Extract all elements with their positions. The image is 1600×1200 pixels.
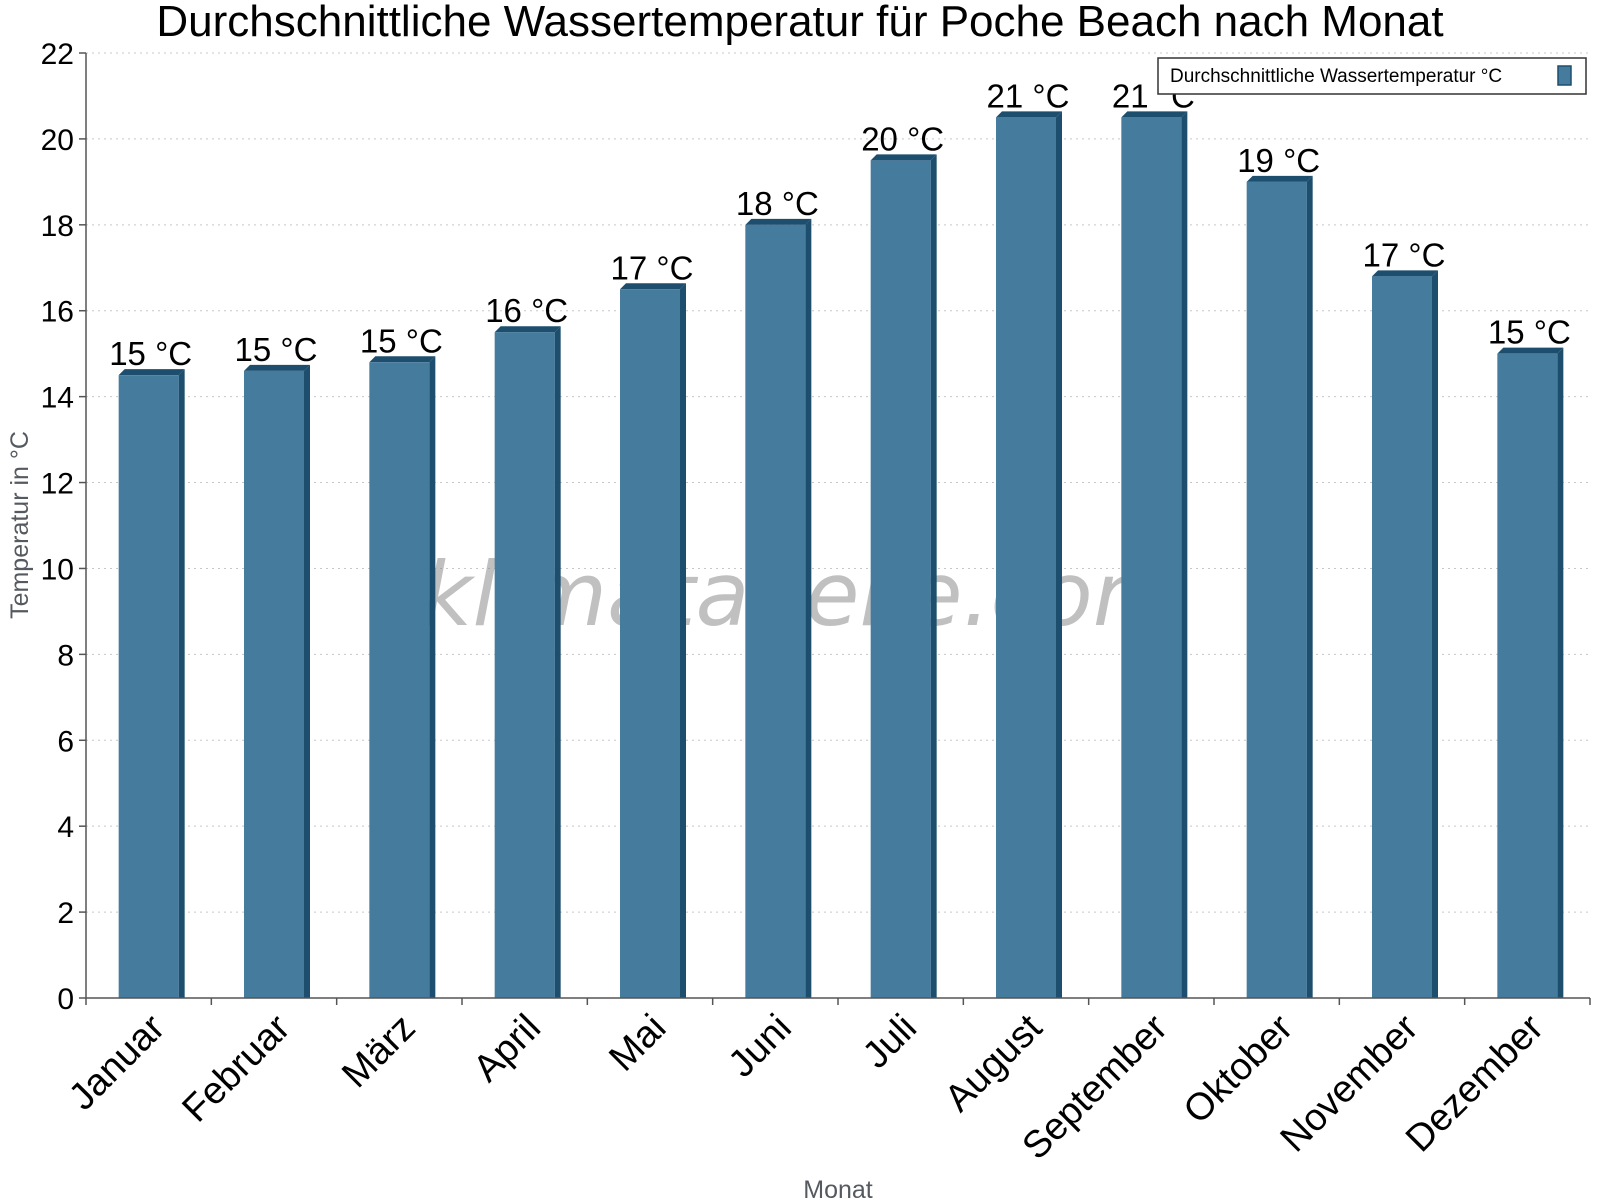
bar-front	[1246, 181, 1307, 998]
bar-front	[996, 117, 1056, 998]
y-tick-label: 18	[41, 210, 74, 243]
bar-front	[244, 370, 304, 998]
data-label: 21 °C	[987, 77, 1070, 114]
bar-side	[1181, 111, 1188, 998]
bar-oktober	[1246, 175, 1313, 998]
legend-entry-label: Durchschnittliche Wassertemperatur °C	[1170, 66, 1502, 87]
data-label: 17 °C	[1363, 236, 1446, 273]
y-tick-label: 20	[41, 124, 74, 157]
y-tick-label: 22	[41, 38, 74, 71]
x-tick-label: März	[334, 1007, 423, 1096]
y-tick-label: 14	[41, 382, 74, 415]
bar-märz	[369, 356, 436, 999]
bar-april	[494, 326, 561, 998]
bar-side	[680, 283, 686, 998]
bar-top	[1246, 175, 1313, 182]
bar-side	[1306, 175, 1313, 998]
bar-juli	[870, 154, 937, 999]
legend-swatch	[1557, 65, 1572, 86]
axes	[85, 53, 1590, 999]
bar-dezember	[1497, 347, 1564, 998]
x-tick-label: August	[937, 1006, 1051, 1120]
data-label: 16 °C	[485, 292, 568, 329]
y-axis-title: Temperatur in °C	[6, 431, 34, 619]
data-label: 15 °C	[1488, 314, 1571, 351]
y-tick-label: 8	[57, 639, 74, 672]
data-label: 18 °C	[736, 185, 819, 222]
x-axis-ticks: Januar Februar März April Mai Juni Juli AugustS…	[61, 998, 1591, 1168]
bar-januar	[118, 369, 185, 999]
bar-mai	[620, 283, 686, 998]
bar-side	[304, 364, 310, 998]
bar-side	[178, 369, 185, 999]
x-tick-label: Juni	[721, 1007, 800, 1086]
y-tick-label: 6	[57, 725, 74, 758]
y-tick-label: 2	[57, 897, 74, 930]
x-tick-label: Februar	[175, 1006, 299, 1130]
bar-side	[930, 154, 937, 999]
bar-top	[620, 283, 686, 290]
x-tick-label: Mai	[601, 1007, 674, 1080]
bar-side	[1432, 270, 1438, 998]
bar-september	[1121, 111, 1188, 998]
bar-juni	[745, 218, 812, 998]
data-label: 17 °C	[611, 249, 694, 286]
bar-side	[554, 326, 561, 998]
bar-front	[118, 375, 179, 999]
bar-top	[369, 356, 436, 363]
bar-top	[996, 111, 1062, 118]
data-label: 15 °C	[360, 322, 443, 359]
bar-side	[1557, 347, 1564, 998]
bar-top	[244, 364, 310, 371]
bar-series	[118, 111, 1564, 999]
bar-november	[1372, 270, 1438, 998]
bar-august	[996, 111, 1062, 998]
bar-front	[1372, 276, 1432, 998]
y-tick-label: 4	[57, 811, 74, 844]
bar-front	[369, 362, 430, 999]
bar-front	[494, 332, 555, 998]
x-axis-title: Monat	[803, 1176, 873, 1200]
x-tick-label: April	[466, 1007, 549, 1090]
bar-front	[1121, 117, 1182, 998]
y-tick-label: 12	[41, 468, 74, 501]
data-label: 15 °C	[109, 335, 192, 372]
x-tick-label: Oktober	[1176, 1006, 1302, 1132]
data-label: 19 °C	[1237, 142, 1320, 179]
bar-top	[118, 369, 185, 376]
legend: Durchschnittliche Wassertemperatur °C	[1157, 57, 1587, 95]
data-label: 20 °C	[861, 120, 944, 157]
bar-top	[1121, 111, 1188, 118]
bar-februar	[244, 364, 310, 998]
bar-top	[494, 326, 561, 333]
bar-front	[1497, 353, 1558, 998]
x-tick-label: Dezember	[1398, 1006, 1552, 1160]
bar-top	[1497, 347, 1564, 354]
bar-front	[870, 160, 931, 999]
chart-title: Durchschnittliche Wassertemperatur für P…	[156, 0, 1443, 46]
data-label: 15 °C	[235, 331, 318, 368]
y-tick-label: 10	[41, 553, 74, 586]
bar-top	[745, 218, 812, 225]
bar-side	[805, 218, 812, 998]
bar-side	[1056, 111, 1062, 998]
x-tick-label: Juli	[855, 1007, 925, 1077]
x-tick-label: Januar	[61, 1006, 173, 1118]
y-tick-label: 16	[41, 296, 74, 329]
bar-side	[429, 356, 436, 999]
bar-front	[745, 224, 806, 998]
legend-box	[1157, 57, 1587, 95]
y-axis-ticks: 0 2 4 6 8 10 12 14 16 18 20 22	[41, 38, 86, 1016]
y-tick-label: 0	[57, 983, 74, 1016]
bar-front	[620, 289, 680, 998]
bar-top	[870, 154, 937, 161]
grid-lines	[86, 52, 1590, 913]
data-labels: 15 °C 15 °C 15 °C 16 °C 17 °C 18 °C 20 °C 21 °C…	[109, 77, 1571, 372]
bar-top	[1372, 270, 1438, 277]
